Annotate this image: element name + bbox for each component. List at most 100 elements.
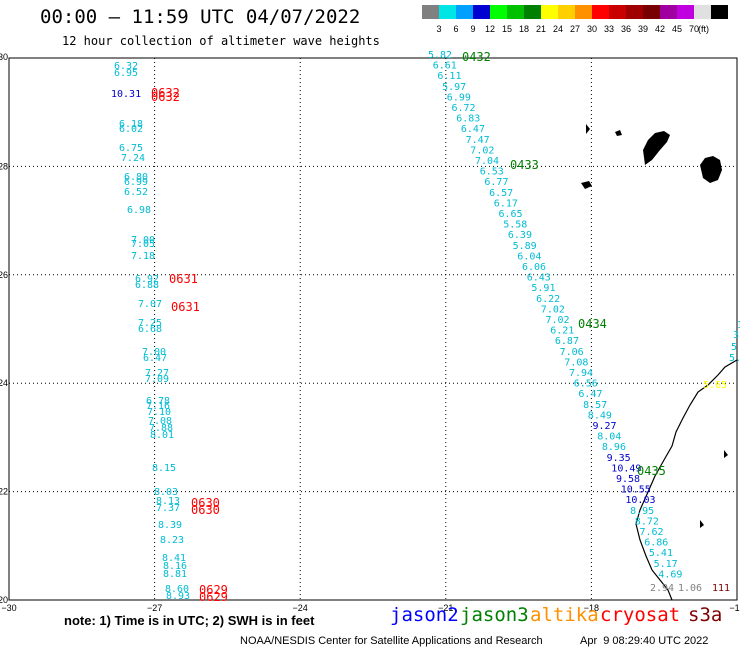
altimeter-value: 6.95: [114, 68, 138, 79]
altimeter-value: 6.88: [135, 280, 159, 291]
legend-jason3: jason3: [460, 604, 529, 626]
scale-swatch: [422, 5, 439, 19]
altimeter-value: 6.18: [119, 119, 143, 130]
altimeter-value: 6.06: [522, 262, 546, 273]
altimeter-value: 6.32: [114, 61, 138, 72]
altimeter-value: 6.87: [555, 336, 579, 347]
altimeter-value: 8.95: [630, 506, 654, 517]
altimeter-value: 7.02: [546, 315, 570, 326]
altimeter-value: 6.72: [452, 103, 476, 114]
scale-label: 36: [621, 24, 631, 34]
lon-label: −15: [729, 603, 740, 613]
altimeter-value: 5.97: [442, 82, 466, 93]
altimeter-value: 1.06: [678, 583, 702, 594]
altimeter-value: 6.11: [437, 71, 461, 82]
altimeter-value: 6.21: [550, 326, 574, 337]
altimeter-value: 8.41: [162, 553, 186, 564]
altimeter-value: 8.16: [163, 561, 187, 572]
legend-cryosat: cryosat: [600, 604, 681, 626]
lat-label: 22: [0, 487, 8, 497]
altimeter-value: 7.25: [138, 318, 162, 329]
pass-time-label: 0435: [637, 464, 666, 478]
pass-time-label: 0629: [199, 590, 228, 604]
pass-time-label: 0631: [171, 300, 200, 314]
legend-s3a: s3a: [688, 604, 723, 626]
map-title: 00:00 – 11:59 UTC 04/07/2022: [40, 6, 361, 28]
altimeter-value: 6.02: [119, 124, 143, 135]
coastal-island: [700, 520, 704, 528]
scale-label: (ft): [698, 24, 709, 34]
canary-island-la-palma: [586, 124, 590, 134]
lat-label: 20: [0, 595, 8, 605]
altimeter-value: 5.82: [428, 50, 452, 61]
altimeter-value: 10.55: [621, 485, 651, 496]
altimeter-value: 7.27: [145, 368, 169, 379]
lat-label: 24: [0, 378, 8, 388]
altimeter-value: 5.89: [513, 241, 537, 252]
scale-swatch: [643, 5, 660, 19]
altimeter-value: 7.05: [131, 239, 155, 250]
altimeter-value: 6.53: [480, 167, 504, 178]
altimeter-value: 6.80: [124, 172, 148, 183]
scale-swatch: [439, 5, 456, 19]
pass-time-label: 0631: [169, 272, 198, 286]
altimeter-value: 9.35: [607, 453, 631, 464]
scale-swatch: [677, 5, 694, 19]
altimeter-value: 6.56: [574, 379, 598, 390]
scale-label: 27: [570, 24, 580, 34]
altimeter-value: 8.72: [635, 516, 659, 527]
altimeter-value: 8.23: [160, 535, 184, 546]
edge-value: 3: [733, 330, 739, 341]
scale-swatch: [575, 5, 592, 19]
pass-time-label: 0434: [578, 317, 607, 331]
altimeter-value: 7.08: [564, 357, 588, 368]
pass-time-label: 0632: [151, 86, 180, 100]
altimeter-value: 10.31: [111, 89, 141, 100]
scale-swatch: [660, 5, 677, 19]
pass-time-label: 0433: [510, 158, 539, 172]
edge-value: 1: [737, 320, 740, 331]
altimeter-value: 6.22: [536, 294, 560, 305]
pass-time-label: 0630: [191, 496, 220, 510]
altimeter-value: 2.94: [650, 583, 674, 594]
altimeter-value: 6.57: [489, 188, 513, 199]
map-frame: [8, 57, 738, 601]
scale-swatch: [490, 5, 507, 19]
altimeter-value: 8.93: [166, 591, 190, 602]
altimeter-value: 8.60: [165, 584, 189, 595]
generation-timestamp: Apr 9 08:29:40 UTC 2022: [580, 635, 709, 647]
altimeter-value: 6.04: [517, 251, 541, 262]
altimeter-value: 6.77: [484, 177, 508, 188]
lon-label: −24: [293, 603, 308, 613]
lon-label: −27: [147, 603, 162, 613]
altimeter-value: 6.83: [456, 114, 480, 125]
altimeter-value: 8.13: [156, 496, 180, 507]
canary-island-la-gomera: [615, 130, 622, 136]
canary-island-gran-canaria: [700, 156, 722, 183]
scale-label: 12: [485, 24, 495, 34]
scale-label: 24: [553, 24, 563, 34]
altimeter-value: 8.96: [602, 442, 626, 453]
scale-label: 42: [655, 24, 665, 34]
altimeter-value: 6.92: [135, 274, 159, 285]
scale-label: 6: [453, 24, 458, 34]
altimeter-value: 10.03: [625, 495, 655, 506]
altimeter-value: 6.47: [578, 389, 602, 400]
altimeter-value: 8.15: [152, 463, 176, 474]
altimeter-value: 7.09: [145, 374, 169, 385]
lat-label: 30: [0, 52, 8, 62]
scale-swatch: [694, 5, 711, 19]
edge-value: 5.: [729, 353, 740, 364]
coastal-island: [724, 450, 728, 458]
credit-line: NOAA/NESDIS Center for Satellite Applica…: [240, 635, 543, 647]
map-subtitle: 12 hour collection of altimeter wave hei…: [62, 34, 380, 48]
altimeter-value: 7.37: [156, 503, 180, 514]
altimeter-value: 9.27: [593, 421, 617, 432]
altimeter-value: 7.18: [131, 251, 155, 262]
altimeter-value: 5.41: [649, 548, 673, 559]
scale-swatch: [507, 5, 524, 19]
altimeter-value: 8.01: [150, 430, 174, 441]
altimeter-value: 6.99: [447, 92, 471, 103]
pass-time-label: 0629: [199, 583, 228, 597]
pass-time-label: 0432: [462, 50, 491, 64]
